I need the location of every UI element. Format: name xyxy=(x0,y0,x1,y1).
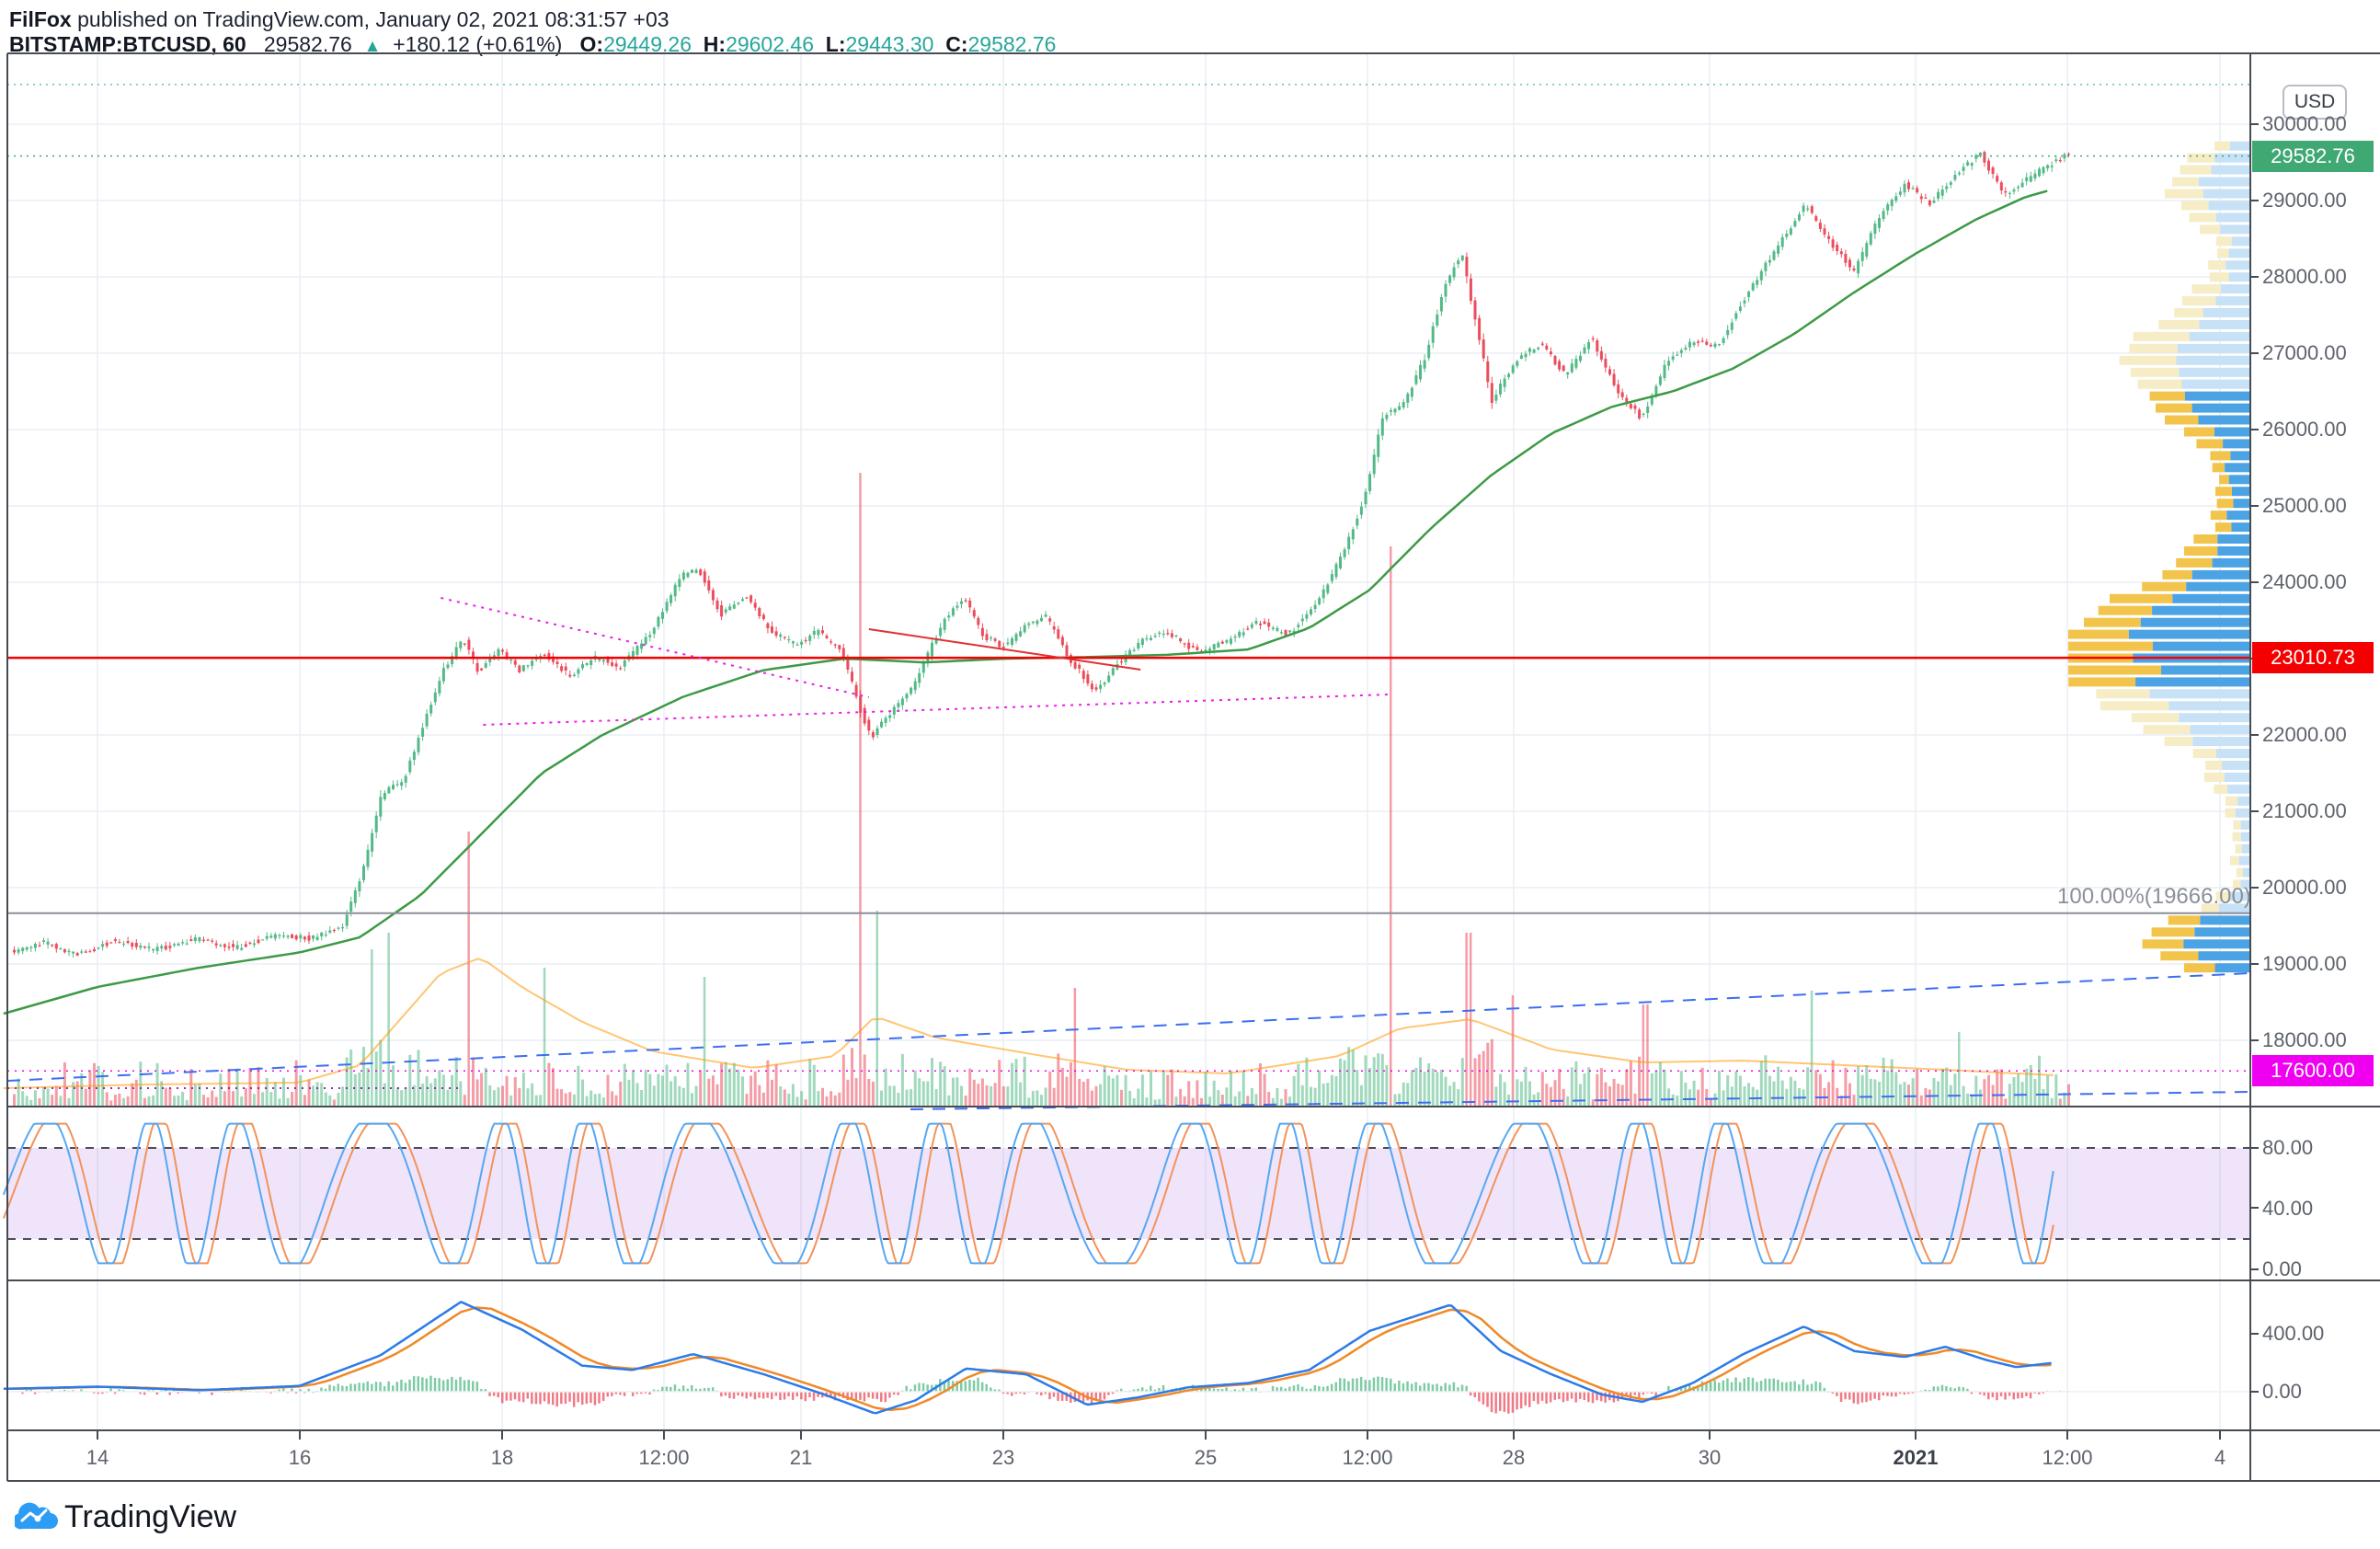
currency-usd-button[interactable]: USD xyxy=(2283,85,2347,120)
price-axis-label: 30000.00 xyxy=(2262,112,2347,135)
candles xyxy=(13,150,2070,958)
time-axis-label: 4 xyxy=(2214,1446,2226,1469)
price-axis-label: 26000.00 xyxy=(2262,418,2347,441)
macd-axis-label: 400.00 xyxy=(2262,1322,2325,1345)
last-price-badge: 29582.76 xyxy=(2252,140,2374,172)
macd-axis-label: 0.00 xyxy=(2262,1380,2302,1403)
price-axis-label: 19000.00 xyxy=(2262,952,2347,975)
stoch-axis-label: 80.00 xyxy=(2262,1136,2314,1159)
fib-extension-label: 100.00%(19666.00) xyxy=(2057,883,2251,909)
time-axis-label: 23 xyxy=(991,1446,1015,1469)
last-price: 29582.76 xyxy=(263,32,352,56)
time-axis-label: 14 xyxy=(86,1446,109,1469)
time-axis-label: 2021 xyxy=(1893,1446,1939,1469)
publish-text: published on TradingView.com, January 02… xyxy=(71,7,669,31)
publish-info-line: FilFox published on TradingView.com, Jan… xyxy=(9,7,669,32)
tradingview-brand-text[interactable]: TradingView xyxy=(64,1499,237,1534)
symbol-title: BITSTAMP:BTCUSD, 60 xyxy=(9,32,246,56)
tradingview-logo-icon[interactable] xyxy=(15,1500,61,1533)
low-value: 29443.30 xyxy=(845,32,934,56)
time-axis-label: 12:00 xyxy=(2042,1446,2093,1469)
time-axis-label: 12:00 xyxy=(638,1446,690,1469)
stoch-axis-label: 0.00 xyxy=(2262,1257,2302,1280)
high-value: 29602.46 xyxy=(726,32,814,56)
price-axis-label: 20000.00 xyxy=(2262,876,2347,899)
time-axis-label: 21 xyxy=(789,1446,813,1469)
macd-histogram xyxy=(13,1375,2070,1414)
price-axis-label: 18000.00 xyxy=(2262,1028,2347,1051)
price-axis-label: 27000.00 xyxy=(2262,341,2347,364)
symbol-info-line: BITSTAMP:BTCUSD, 60 29582.76 ▲ +180.12 (… xyxy=(9,32,1056,57)
price-axis-label: 28000.00 xyxy=(2262,265,2347,288)
time-axis-label: 25 xyxy=(1194,1446,1218,1469)
time-axis-label: 30 xyxy=(1698,1446,1722,1469)
time-axis-label: 12:00 xyxy=(1342,1446,1393,1469)
close-label: C: xyxy=(945,32,968,56)
time-axis-label: 18 xyxy=(490,1446,514,1469)
price-axis-label: 25000.00 xyxy=(2262,494,2347,517)
magenta-level-badge: 17600.00 xyxy=(2252,1055,2374,1087)
stoch-axis-label: 40.00 xyxy=(2262,1197,2314,1220)
price-axis-label: 21000.00 xyxy=(2262,799,2347,822)
price-change: +180.12 (+0.61%) xyxy=(393,32,563,56)
open-value: 29449.26 xyxy=(603,32,692,56)
price-axis-label: 22000.00 xyxy=(2262,723,2347,746)
high-label: H: xyxy=(703,32,727,56)
low-label: L: xyxy=(825,32,846,56)
price-axis-label: 29000.00 xyxy=(2262,189,2347,212)
stoch-band xyxy=(7,1148,2250,1239)
time-axis-label: 16 xyxy=(288,1446,312,1469)
red-level-badge: 23010.73 xyxy=(2252,642,2374,674)
volume-bars xyxy=(13,473,2070,1106)
up-triangle-icon: ▲ xyxy=(363,37,382,56)
price-axis-label: 24000.00 xyxy=(2262,570,2347,593)
open-label: O: xyxy=(579,32,604,56)
close-value: 29582.76 xyxy=(967,32,1057,56)
publisher-name: FilFox xyxy=(9,7,72,31)
time-axis-label: 28 xyxy=(1502,1446,1526,1469)
